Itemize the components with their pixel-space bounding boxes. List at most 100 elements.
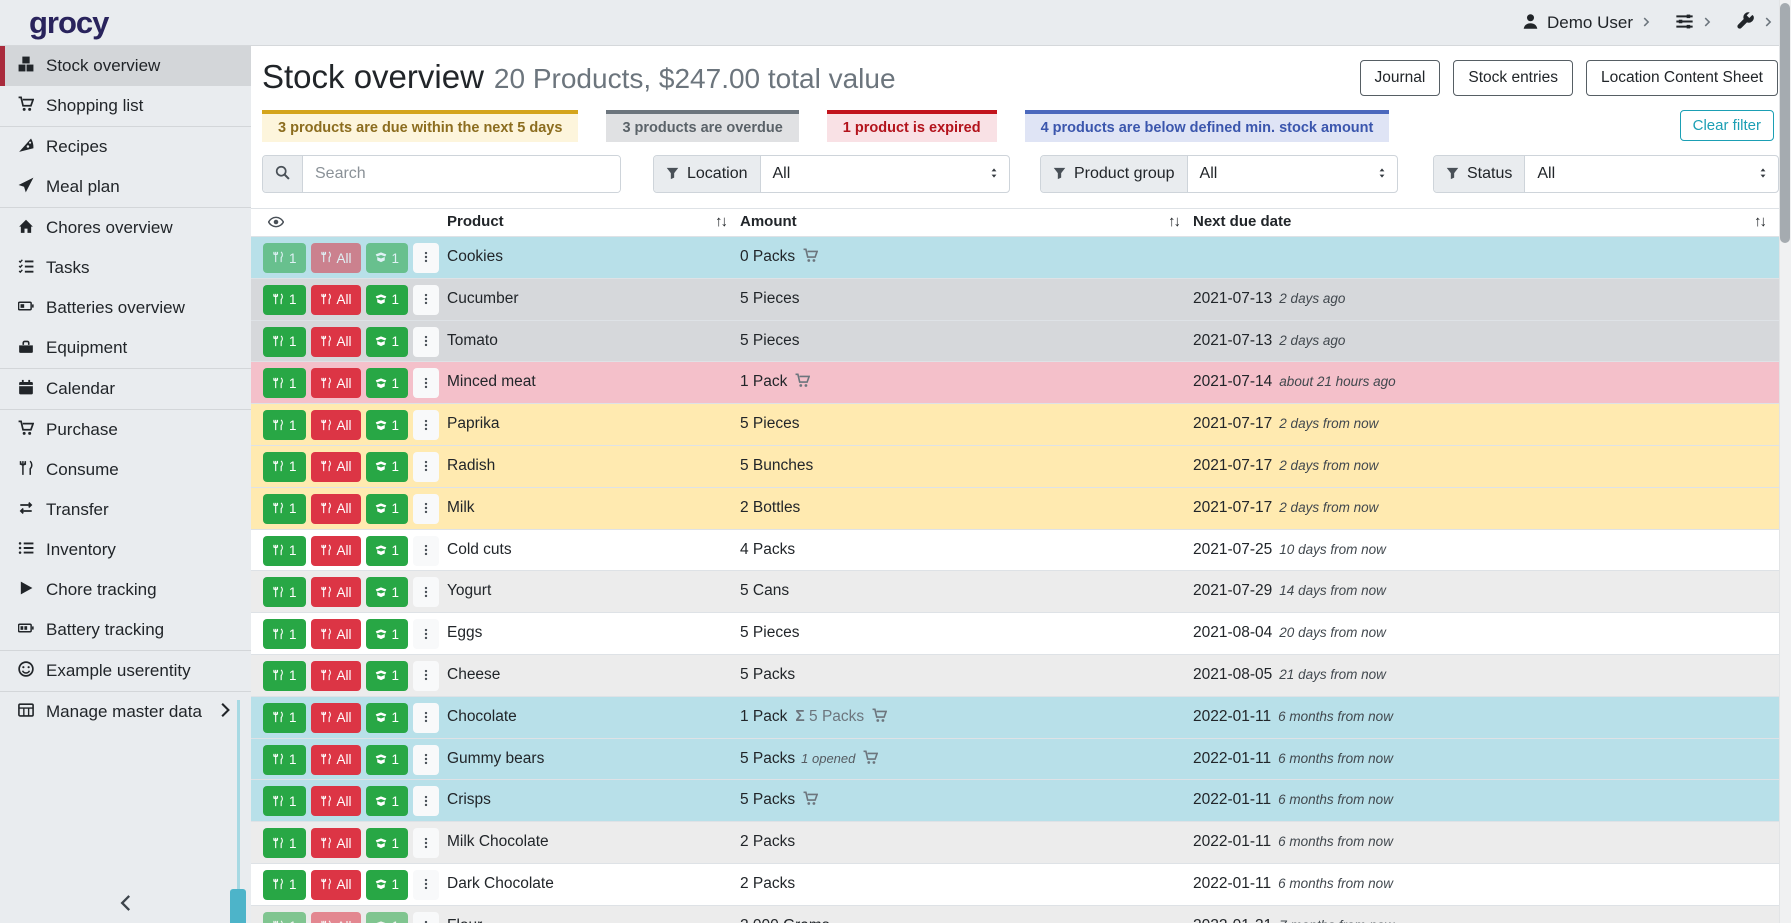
shopping-cart-icon[interactable] [863,750,879,767]
product-name[interactable]: Tomato [447,331,498,349]
alert-expired[interactable]: 1 product is expired [826,110,997,142]
sidebar-item-chore-tracking[interactable]: Chore tracking [0,570,251,610]
product-name[interactable]: Cold cuts [447,540,512,558]
product-group-select[interactable]: All [1188,156,1397,192]
stock-entries-button[interactable]: Stock entries [1453,60,1573,96]
settings-menu[interactable] [1675,12,1712,35]
consume-all-button[interactable]: All [310,493,361,524]
product-name[interactable]: Radish [447,456,496,474]
row-menu-button[interactable] [413,451,440,482]
row-menu-button[interactable] [413,368,440,399]
eye-icon[interactable] [268,214,284,233]
sidebar-item-purchase[interactable]: Purchase [0,410,251,450]
status-select[interactable]: All [1525,156,1778,192]
product-name[interactable]: Milk Chocolate [447,833,549,851]
sidebar-item-manage-master-data[interactable]: Manage master data [0,692,251,732]
sidebar-item-tasks[interactable]: Tasks [0,248,251,288]
sidebar-item-consume[interactable]: Consume [0,450,251,490]
page-scrollbar-thumb[interactable] [1780,3,1790,243]
open-one-button[interactable]: 1 [365,660,409,691]
row-menu-button[interactable] [413,284,440,315]
consume-all-button[interactable]: All [310,911,361,923]
consume-one-button[interactable]: 1 [263,326,306,357]
consume-all-button[interactable]: All [310,243,361,273]
search-input[interactable] [303,156,620,192]
sidebar-item-inventory[interactable]: Inventory [0,530,251,570]
sidebar-item-batteries-overview[interactable]: Batteries overview [0,288,251,328]
row-menu-button[interactable] [413,535,440,566]
open-one-button[interactable]: 1 [365,451,409,482]
product-name[interactable]: Milk [447,498,475,516]
consume-one-button[interactable]: 1 [263,744,306,775]
consume-all-button[interactable]: All [310,284,361,315]
sidebar-item-chores-overview[interactable]: Chores overview [0,208,251,248]
row-menu-button[interactable] [413,786,440,817]
open-one-button[interactable]: 1 [365,869,409,900]
consume-all-button[interactable]: All [310,660,361,691]
open-one-button[interactable]: 1 [365,911,409,923]
row-menu-button[interactable] [413,869,440,900]
consume-one-button[interactable]: 1 [263,911,306,923]
row-menu-button[interactable] [413,828,440,859]
product-name[interactable]: Gummy bears [447,749,545,767]
admin-menu[interactable] [1736,11,1773,35]
row-menu-button[interactable] [413,326,440,357]
open-one-button[interactable]: 1 [365,410,409,441]
open-one-button[interactable]: 1 [365,368,409,399]
sidebar-item-calendar[interactable]: Calendar [0,369,251,409]
sidebar-collapse-button[interactable] [0,894,251,915]
open-one-button[interactable]: 1 [365,702,409,733]
product-name[interactable]: Cookies [447,248,503,265]
product-name[interactable]: Minced meat [447,373,536,391]
consume-one-button[interactable]: 1 [263,368,306,399]
open-one-button[interactable]: 1 [365,535,409,566]
row-menu-button[interactable] [413,493,440,524]
alert-below-min-stock[interactable]: 4 products are below defined min. stock … [1024,110,1390,142]
open-one-button[interactable]: 1 [365,326,409,357]
sidebar-item-stock-overview[interactable]: Stock overview [0,46,251,86]
sidebar-item-equipment[interactable]: Equipment [0,328,251,368]
sidebar-item-battery-tracking[interactable]: Battery tracking [0,610,251,650]
consume-all-button[interactable]: All [310,619,361,650]
consume-all-button[interactable]: All [310,786,361,817]
sidebar-scrollbar-thumb[interactable] [230,889,246,923]
consume-all-button[interactable]: All [310,702,361,733]
consume-one-button[interactable]: 1 [263,410,306,441]
user-menu[interactable]: Demo User [1522,13,1651,33]
sidebar-item-example-userentity[interactable]: Example userentity [0,651,251,691]
consume-one-button[interactable]: 1 [263,702,306,733]
product-name[interactable]: Flour [447,917,482,923]
row-menu-button[interactable] [413,744,440,775]
shopping-cart-icon[interactable] [803,248,819,265]
product-name[interactable]: Yogurt [447,582,492,600]
product-name[interactable]: Eggs [447,624,483,642]
consume-all-button[interactable]: All [310,326,361,357]
row-menu-button[interactable] [413,911,440,923]
column-header-amount[interactable]: Amount [740,213,797,230]
location-content-sheet-button[interactable]: Location Content Sheet [1585,60,1778,96]
open-one-button[interactable]: 1 [365,744,409,775]
sidebar-item-shopping-list[interactable]: Shopping list [0,86,251,126]
consume-all-button[interactable]: All [310,410,361,441]
row-menu-button[interactable] [413,410,440,441]
consume-one-button[interactable]: 1 [263,493,306,524]
sort-icon[interactable]: ↑↓ [1754,213,1767,230]
journal-button[interactable]: Journal [1359,60,1441,96]
consume-one-button[interactable]: 1 [263,284,306,315]
consume-all-button[interactable]: All [310,828,361,859]
row-menu-button[interactable] [413,243,440,273]
consume-one-button[interactable]: 1 [263,619,306,650]
alert-overdue[interactable]: 3 products are overdue [606,110,799,142]
consume-one-button[interactable]: 1 [263,577,306,608]
open-one-button[interactable]: 1 [365,243,409,273]
alert-due-soon[interactable]: 3 products are due within the next 5 day… [262,110,579,142]
product-name[interactable]: Crisps [447,791,491,809]
sidebar-item-recipes[interactable]: Recipes [0,127,251,167]
sidebar-item-meal-plan[interactable]: Meal plan [0,167,251,207]
row-menu-button[interactable] [413,619,440,650]
open-one-button[interactable]: 1 [365,577,409,608]
consume-one-button[interactable]: 1 [263,786,306,817]
product-name[interactable]: Paprika [447,415,500,433]
product-name[interactable]: Cucumber [447,289,519,307]
product-name[interactable]: Cheese [447,665,501,683]
